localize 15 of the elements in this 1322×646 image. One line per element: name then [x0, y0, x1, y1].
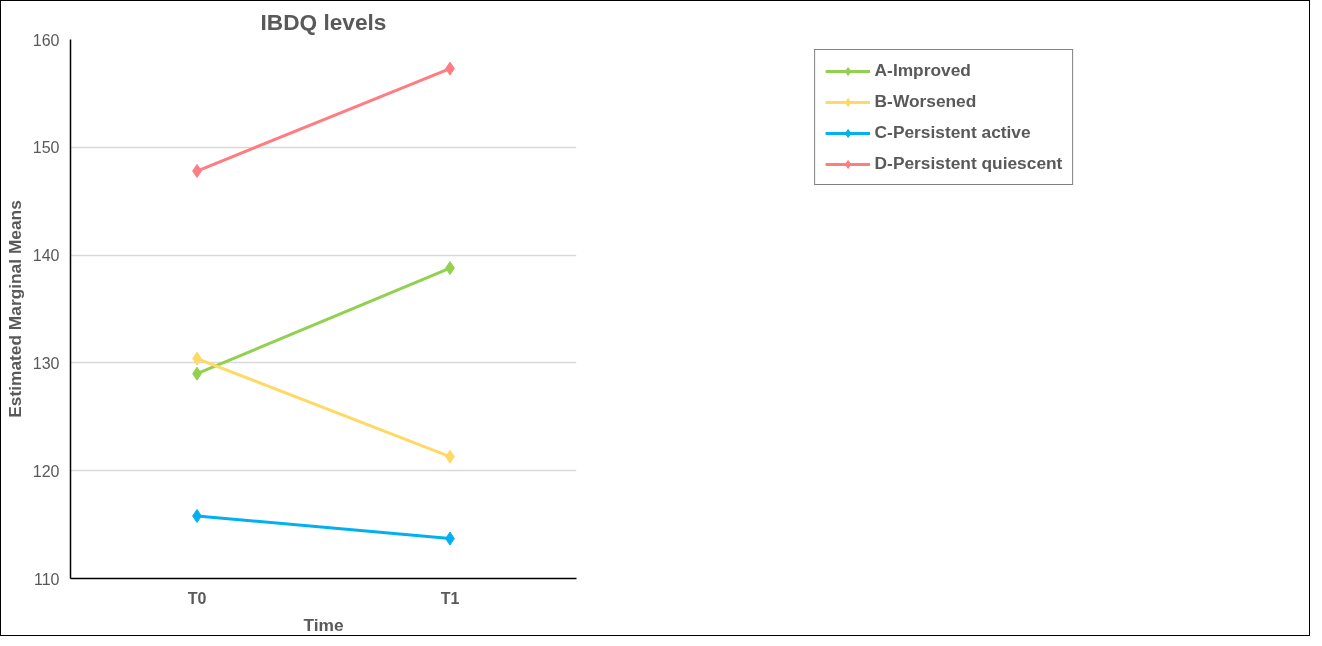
y-axis-title: Estimated Marginal Means — [4, 200, 25, 418]
x-axis-title: Time — [303, 614, 344, 635]
y-tick-label: 120 — [32, 462, 60, 480]
x-tick-label: T1 — [440, 589, 460, 607]
y-tick-label: 140 — [32, 247, 60, 265]
y-tick-label: 160 — [32, 31, 60, 49]
legend-label: A-Improved — [874, 60, 971, 81]
y-tick-label: 130 — [32, 354, 60, 372]
legend-label: D-Persistent quiescent — [874, 153, 1063, 174]
chart-title: IBDQ levels — [260, 8, 387, 35]
legend-label: B-Worsened — [874, 91, 977, 112]
y-tick-label: 110 — [33, 570, 60, 588]
legend-label: C-Persistent active — [874, 122, 1031, 143]
y-tick-label: 150 — [32, 139, 60, 157]
x-tick-label: T0 — [187, 589, 207, 607]
